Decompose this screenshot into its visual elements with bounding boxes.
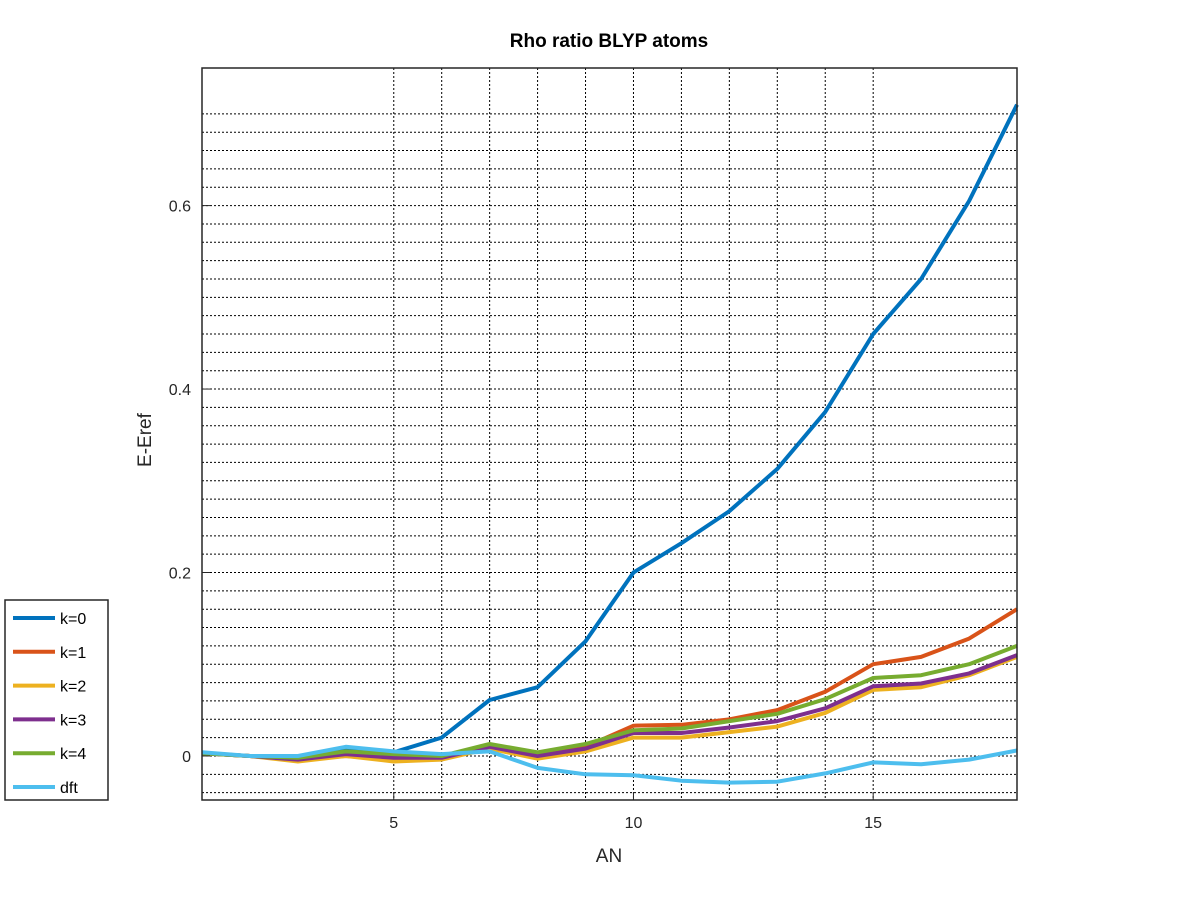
series-line-k3 — [201, 653, 1018, 762]
y-axis-label: E-Eref — [135, 412, 156, 467]
legend-label: k=4 — [60, 746, 86, 763]
legend-label: k=2 — [60, 679, 86, 696]
legend-label: k=3 — [60, 712, 86, 729]
legend: k=0 k=1 k=2 k=3 k=4 dft — [4, 599, 109, 801]
series-lines — [201, 103, 1019, 785]
chart-title: Rho ratio BLYP atoms — [510, 31, 709, 52]
legend-label: k=1 — [60, 645, 86, 662]
y-tick-label: 0.4 — [169, 382, 191, 399]
ticks: 5 10 15 0 0.2 0.4 0.6 — [169, 199, 882, 832]
grid — [202, 68, 1017, 800]
series-line-dft — [201, 744, 1018, 785]
x-tick-label: 10 — [625, 815, 643, 832]
x-tick-label: 15 — [864, 815, 882, 832]
legend-label: k=0 — [60, 611, 86, 628]
x-axis-label: AN — [596, 846, 622, 867]
x-tick-label: 5 — [389, 815, 398, 832]
legend-label: dft — [60, 780, 78, 797]
axes-box — [201, 67, 1018, 801]
y-tick-label: 0.6 — [169, 199, 191, 216]
y-tick-label: 0.2 — [169, 566, 191, 583]
legend-box — [4, 599, 109, 801]
series-line-k4 — [201, 644, 1018, 760]
y-tick-label: 0 — [182, 749, 191, 766]
